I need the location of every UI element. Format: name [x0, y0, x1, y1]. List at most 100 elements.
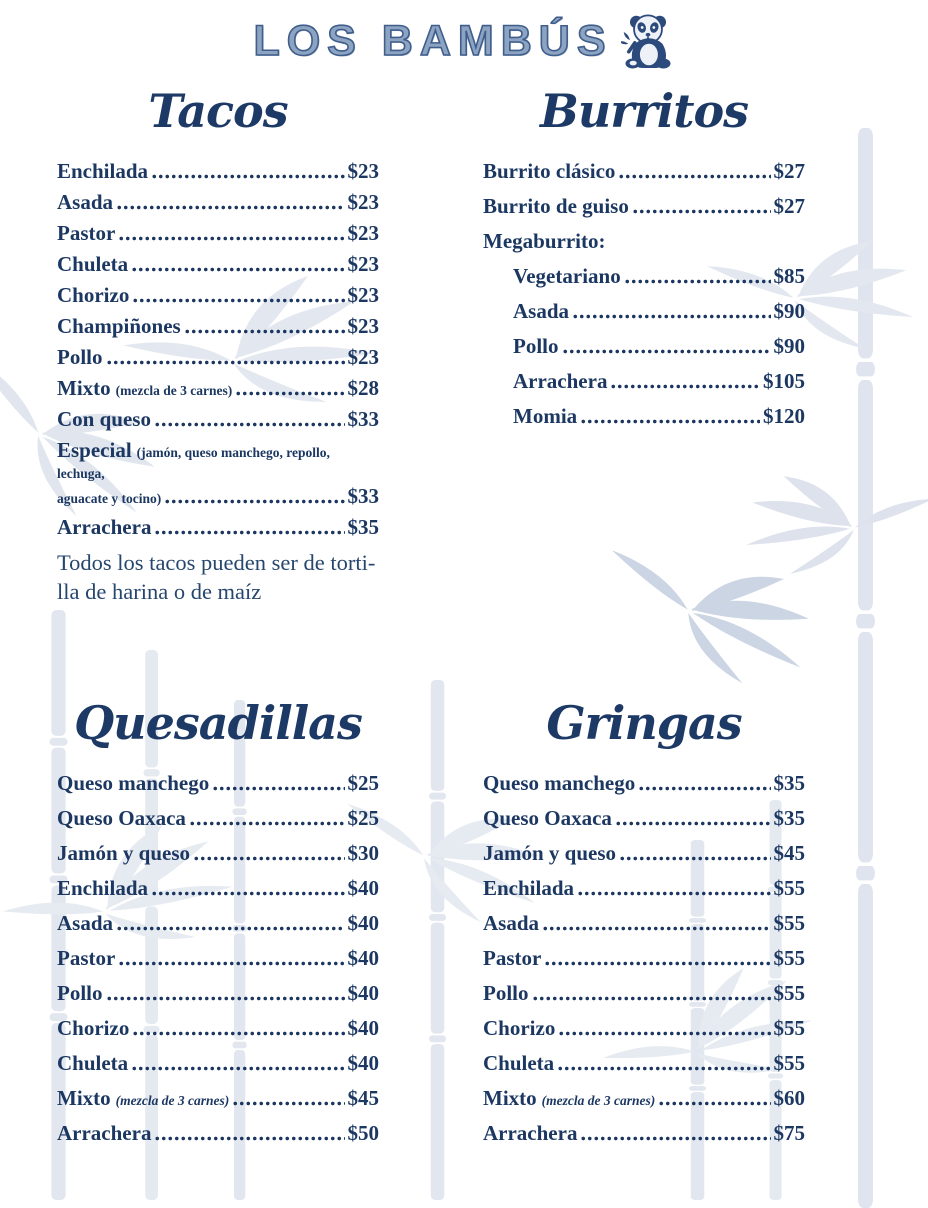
dot-leader [619, 855, 771, 861]
item-name: Enchilada [57, 158, 149, 183]
dot-leader [557, 1065, 771, 1071]
item-name: Queso manchego [483, 770, 636, 795]
menu-section-burritos: Burritos Burrito clásico $27 Burrito de gui… [483, 86, 805, 606]
item-price: $33 [347, 483, 380, 508]
dot-leader [577, 890, 771, 896]
item-name: Momia [513, 403, 578, 428]
item-name: Arrachera [57, 514, 152, 539]
panda-icon [620, 14, 671, 69]
item-price: $40 [347, 1015, 380, 1040]
menu-item: Chuleta $23 [57, 251, 380, 276]
dot-leader [188, 820, 345, 826]
menu-item: Enchilada $40 [57, 875, 380, 900]
item-price: $25 [347, 805, 380, 830]
item-price: $23 [347, 251, 380, 276]
item-name: Jamón y queso [483, 840, 617, 865]
item-name: Queso Oaxaca [57, 805, 186, 830]
item-name: Asada [57, 189, 114, 214]
item-name: Mixto [57, 375, 111, 400]
menu-item: Pollo $55 [483, 980, 806, 1005]
item-name: Vegetariano [513, 263, 621, 288]
item-name: Asada [513, 298, 570, 323]
item-name: Chuleta [57, 1050, 129, 1075]
menu-item: Queso Oaxaca $25 [57, 805, 380, 830]
item-price: $27 [773, 193, 806, 218]
menu-item: Arrachera $35 [57, 514, 379, 539]
dot-leader [580, 1135, 771, 1141]
item-price: $55 [773, 980, 806, 1005]
item-price: $90 [773, 298, 806, 323]
menu-item: Burrito de guiso $27 [483, 193, 806, 218]
item-price: $50 [347, 1120, 380, 1145]
item-price: $55 [773, 945, 806, 970]
item-name: Arrachera [483, 1120, 578, 1145]
item-name: Pollo [57, 344, 103, 369]
dot-leader [151, 890, 345, 896]
item-name: Especial [57, 437, 132, 462]
item-name: Queso Oaxaca [483, 805, 612, 830]
menu-item: Queso manchego $25 [57, 770, 380, 795]
item-name: Burrito de guiso [483, 193, 629, 218]
item-note: (mezcla de 3 carnes) [541, 1092, 656, 1108]
dot-leader [623, 278, 771, 284]
item-name: Enchilada [57, 875, 149, 900]
menu-item: Asada $55 [483, 910, 806, 935]
item-price: $55 [773, 910, 806, 935]
item-price: $40 [347, 945, 380, 970]
footnote-line: lla de harina o de maíz [57, 578, 262, 604]
dot-leader [118, 960, 345, 966]
dot-leader [116, 925, 345, 931]
item-price: $40 [347, 875, 380, 900]
item-price: $45 [347, 1085, 380, 1110]
menu-item: Enchilada $23 [57, 158, 379, 183]
menu-item: Asada $40 [57, 910, 380, 935]
item-price: $25 [347, 770, 380, 795]
dot-leader [193, 855, 345, 861]
dot-leader [542, 925, 771, 931]
menu-item: Mixto (mezcla de 3 carnes) $45 [57, 1085, 380, 1110]
item-name: Mixto [57, 1085, 111, 1110]
menu-item: Mixto (mezcla de 3 carnes) $60 [483, 1087, 805, 1109]
item-name: Asada [483, 910, 540, 935]
item-name: Pollo [483, 980, 529, 1005]
item-name: Asada [57, 910, 114, 935]
dot-leader [544, 960, 771, 966]
dot-leader [561, 348, 771, 354]
dot-leader [153, 421, 345, 427]
menu-item: Arrachera $75 [483, 1120, 805, 1145]
item-name: Pollo [513, 333, 559, 358]
dot-leader [631, 208, 771, 214]
item-name: Arrachera [57, 1120, 152, 1145]
item-price: $55 [773, 1050, 806, 1075]
menu-item: Vegetariano $85 [483, 263, 806, 288]
dot-leader [132, 297, 345, 303]
item-name: Chorizo [57, 1015, 130, 1040]
menu-item: Arrachera $50 [57, 1120, 380, 1145]
dot-leader [235, 390, 345, 396]
menu-item: Pastor $40 [57, 945, 380, 970]
item-price: $23 [347, 313, 380, 338]
dot-leader [212, 785, 345, 791]
item-name: Chorizo [483, 1015, 556, 1040]
item-price: $35 [773, 770, 806, 795]
dot-leader [132, 1030, 345, 1036]
menu-header: Los Bambús [0, 0, 928, 72]
restaurant-logo-text: Los Bambús [253, 16, 613, 65]
dot-leader [618, 173, 771, 179]
menu-item: Pastor $55 [483, 945, 806, 970]
dot-leader [638, 785, 771, 791]
menu-item: Pastor $23 [57, 222, 379, 244]
dot-leader [105, 995, 345, 1001]
dot-leader [531, 995, 771, 1001]
menu-section-gringas: Gringas Queso manchego $35 Queso Oaxaca $35 J… [483, 698, 805, 1158]
item-price: $90 [773, 333, 806, 358]
item-name: Burrito clásico [483, 158, 616, 183]
menu-item: Chorizo $40 [57, 1015, 380, 1040]
item-note: (mezcla de 3 carnes) [115, 1092, 230, 1108]
item-price: $40 [347, 910, 380, 935]
item-name: Chuleta [57, 251, 129, 276]
item-price: $85 [773, 263, 806, 288]
item-name: Queso manchego [57, 770, 210, 795]
menu-item: Con queso $33 [57, 408, 379, 430]
dot-leader [164, 498, 345, 504]
